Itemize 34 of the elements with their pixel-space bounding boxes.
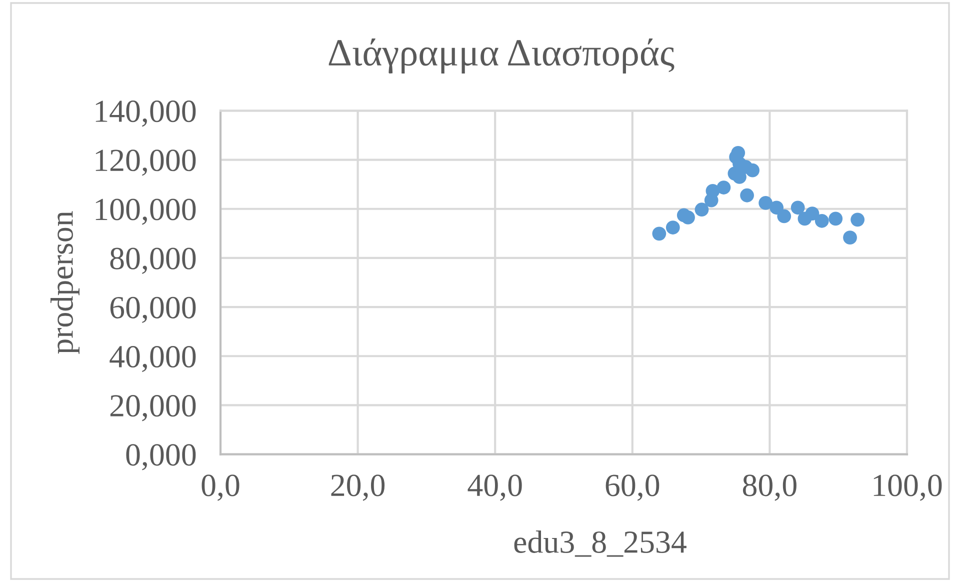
- y-tick-label: 20,000: [110, 395, 196, 422]
- x-tick-label: 20,0: [331, 474, 385, 501]
- point: [746, 163, 760, 178]
- point: [758, 196, 773, 210]
- x-tick-label: 40,0: [468, 474, 522, 501]
- point: [790, 200, 805, 215]
- point: [716, 180, 731, 194]
- y-tick-label: 0,000: [126, 444, 196, 470]
- point: [706, 184, 720, 198]
- x-axis-title: edu3_8_2534: [514, 530, 686, 557]
- y-tick-label: 40,000: [110, 346, 196, 372]
- point: [805, 206, 820, 220]
- y-axis-title: prodperson: [50, 211, 80, 354]
- point: [814, 214, 829, 228]
- point: [666, 220, 680, 234]
- point: [740, 188, 754, 202]
- point: [770, 200, 784, 215]
- y-tick-label: 60,000: [110, 296, 196, 324]
- point: [694, 202, 709, 217]
- y-tick-label: 140,000: [96, 100, 196, 127]
- y-tick-label: 80,000: [110, 248, 196, 274]
- chart-title: Διάγραμμα Διασποράς: [328, 38, 674, 74]
- point: [828, 212, 843, 226]
- y-tick-label: 100,000: [96, 198, 196, 225]
- x-tick-label: 100,0: [874, 474, 942, 501]
- point: [850, 212, 865, 227]
- x-tick-label: 60,0: [606, 474, 660, 501]
- x-tick-label: 0,0: [202, 474, 240, 501]
- point: [777, 209, 792, 224]
- point: [652, 226, 666, 241]
- x-tick-label: 80,0: [742, 474, 796, 501]
- y-tick-label: 120,000: [96, 150, 196, 176]
- point: [681, 210, 695, 224]
- point: [843, 230, 857, 245]
